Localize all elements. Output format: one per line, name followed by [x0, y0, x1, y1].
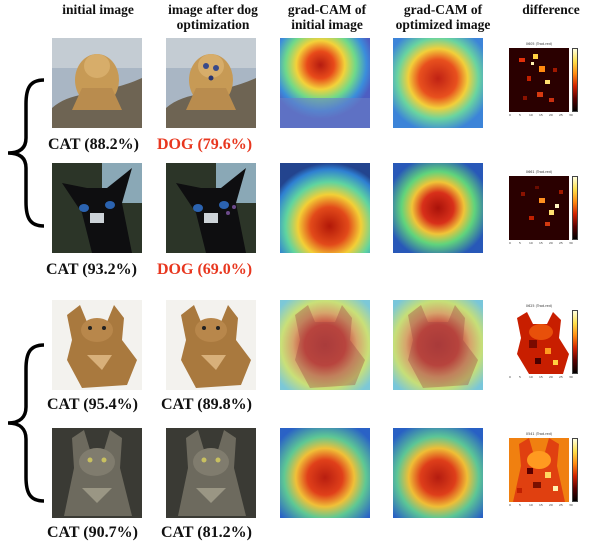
row3-after-image: [166, 300, 256, 390]
diff-axis-tick: 15: [539, 375, 543, 379]
row3-gradcam-optimized: [393, 300, 483, 390]
group-brace-bottom: [7, 343, 45, 503]
row4-initial-image: [52, 428, 142, 518]
diff-axis-tick: 15: [539, 113, 543, 117]
group-brace-top: [7, 78, 45, 228]
row3-difference-heatmap: 0625 (Trad.red) 0 5 10 15 20 25 30: [506, 304, 596, 390]
row1-initial-label: CAT (88.2%): [48, 136, 139, 153]
diff-axis-tick: 0: [509, 241, 511, 245]
row2-difference-heatmap: 0661 (Trad.red) 0 5 10 15 20 25 30: [506, 170, 596, 256]
row1-after-label: DOG (79.6%): [157, 136, 253, 153]
row1-after-image: [166, 38, 256, 128]
row4-after-image: [166, 428, 256, 518]
diff-axis-tick: 20: [549, 503, 553, 507]
row3-initial-image: [52, 300, 142, 390]
row4-initial-label: CAT (90.7%): [47, 524, 138, 541]
diff-axis-tick: 5: [519, 503, 521, 507]
row2-initial-image: [52, 163, 142, 253]
diff-axis-tick: 25: [559, 503, 563, 507]
row2-gradcam-initial: [280, 163, 370, 253]
diff-axis-tick: 20: [549, 113, 553, 117]
diff-axis-tick: 5: [519, 375, 521, 379]
diff-axis-tick: 25: [559, 241, 563, 245]
header-gradcam-optimized: grad-CAM of optimized image: [395, 2, 491, 32]
header-after-dog-optimization: image after dog optimization: [168, 2, 258, 32]
diff-axis-tick: 10: [529, 113, 533, 117]
diff-axis-tick: 15: [539, 503, 543, 507]
diff-axis-tick: 30: [569, 503, 573, 507]
diff-axis-tick: 0: [509, 503, 511, 507]
row4-difference-heatmap: 0541 (Trad.red) 0 5 10 15 20 25 30: [506, 432, 596, 518]
row4-gradcam-initial: [280, 428, 370, 518]
diff-axis-tick: 10: [529, 375, 533, 379]
header-difference: difference: [522, 2, 580, 17]
row3-after-label: CAT (89.8%): [161, 396, 252, 413]
row3-initial-label: CAT (95.4%): [47, 396, 138, 413]
diff-axis-tick: 5: [519, 113, 521, 117]
row1-difference-heatmap: 0605 (Trad.red) 0 5 10 15 20 25 30: [506, 42, 596, 128]
diff-axis-tick: 25: [559, 113, 563, 117]
row1-initial-image: [52, 38, 142, 128]
row4-gradcam-optimized: [393, 428, 483, 518]
row2-gradcam-optimized: [393, 163, 483, 253]
diff-axis-tick: 10: [529, 241, 533, 245]
header-initial-image: initial image: [62, 2, 134, 17]
diff-axis-tick: 0: [509, 113, 511, 117]
row1-gradcam-initial: [280, 38, 370, 128]
diff-axis-tick: 15: [539, 241, 543, 245]
diff-axis-tick: 30: [569, 113, 573, 117]
header-gradcam-initial: grad-CAM of initial image: [287, 2, 367, 32]
diff-axis-tick: 30: [569, 375, 573, 379]
diff-axis-tick: 25: [559, 375, 563, 379]
diff-axis-tick: 10: [529, 503, 533, 507]
row3-gradcam-initial: [280, 300, 370, 390]
row2-after-image: [166, 163, 256, 253]
row2-initial-label: CAT (93.2%): [46, 261, 137, 278]
diff-axis-tick: 5: [519, 241, 521, 245]
row2-after-label: DOG (69.0%): [157, 261, 253, 278]
row4-after-label: CAT (81.2%): [161, 524, 252, 541]
diff-axis-tick: 0: [509, 375, 511, 379]
row1-gradcam-optimized: [393, 38, 483, 128]
diff-axis-tick: 20: [549, 375, 553, 379]
diff-axis-tick: 20: [549, 241, 553, 245]
diff-axis-tick: 30: [569, 241, 573, 245]
